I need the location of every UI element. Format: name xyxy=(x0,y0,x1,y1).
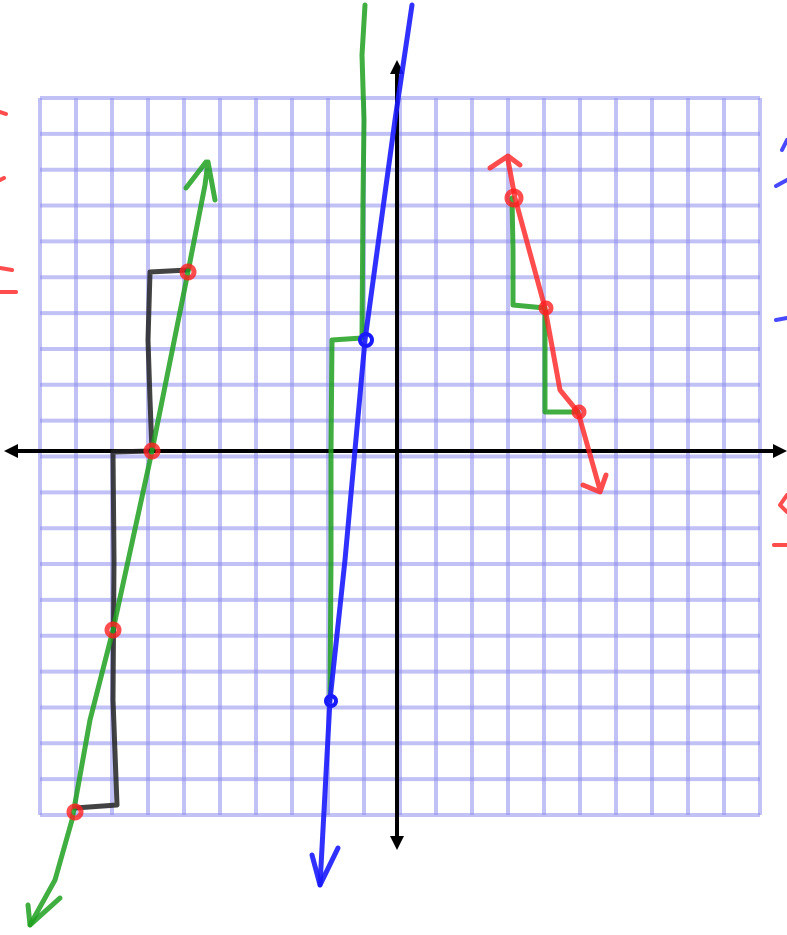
grid xyxy=(38,96,762,817)
edge-marks-left xyxy=(0,110,18,294)
blue-points xyxy=(324,332,374,708)
edge-marks-right-blue xyxy=(774,138,787,322)
point xyxy=(104,621,122,639)
y-axis-arrow-bottom xyxy=(390,836,404,850)
point xyxy=(571,404,587,420)
point xyxy=(179,263,197,281)
green-line-left xyxy=(27,159,218,928)
x-axis-arrow-right xyxy=(773,444,787,458)
green-arrow-left xyxy=(25,895,63,928)
blue-arrow xyxy=(309,845,341,888)
red-points-right xyxy=(504,188,587,420)
slope-steps-middle xyxy=(327,2,368,703)
point xyxy=(143,442,161,460)
slope-steps-left xyxy=(72,267,191,811)
point xyxy=(66,803,84,821)
point xyxy=(358,332,374,348)
point xyxy=(538,300,554,316)
blue-line xyxy=(317,2,415,888)
point xyxy=(504,188,524,208)
point xyxy=(324,694,338,708)
red-points-left xyxy=(66,263,197,821)
edge-marks-right-red xyxy=(772,493,787,547)
x-axis-arrow-left xyxy=(4,444,18,458)
